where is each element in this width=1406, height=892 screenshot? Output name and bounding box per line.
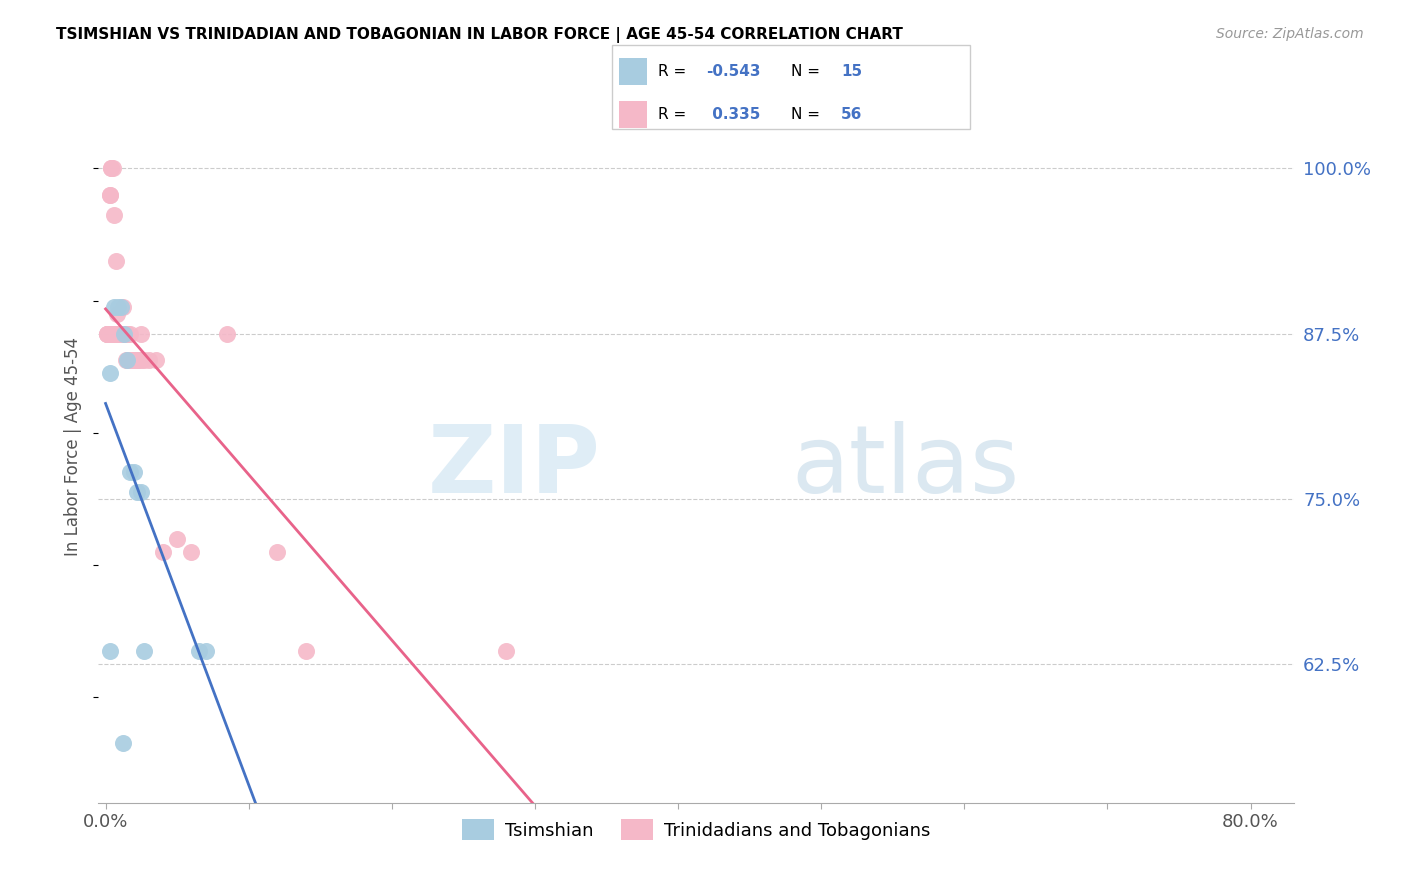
Point: [145, 353, 167, 368]
Bar: [619, 101, 648, 128]
Text: -0.543: -0.543: [707, 64, 761, 79]
Point: [166, 532, 188, 546]
Point: [97, 326, 120, 341]
Point: [98, 367, 121, 381]
Point: [180, 545, 202, 559]
Point: [97, 326, 120, 341]
Point: [101, 161, 124, 176]
Point: [124, 353, 146, 368]
Y-axis label: In Labor Force | Age 45-54: In Labor Force | Age 45-54: [65, 336, 83, 556]
Point: [120, 353, 142, 368]
Point: [101, 326, 124, 341]
Point: [131, 485, 153, 500]
Point: [110, 326, 132, 341]
Point: [115, 326, 138, 341]
Point: [152, 545, 174, 559]
Point: [131, 326, 153, 341]
Point: [105, 326, 128, 341]
Point: [104, 326, 127, 341]
Point: [122, 353, 145, 368]
Bar: [619, 58, 648, 86]
Point: [101, 326, 124, 341]
Point: [266, 545, 288, 559]
Point: [495, 644, 517, 658]
Point: [98, 644, 121, 658]
Point: [114, 353, 136, 368]
Point: [134, 644, 156, 658]
Point: [107, 326, 129, 341]
Point: [115, 353, 138, 368]
Point: [295, 644, 318, 658]
Text: TSIMSHIAN VS TRINIDADIAN AND TOBAGONIAN IN LABOR FORCE | AGE 45-54 CORRELATION C: TSIMSHIAN VS TRINIDADIAN AND TOBAGONIAN …: [56, 27, 903, 43]
Point: [96, 326, 118, 341]
Point: [122, 466, 145, 480]
Point: [105, 307, 128, 321]
Text: 15: 15: [841, 64, 862, 79]
Legend: Tsimshian, Trinidadians and Tobagonians: Tsimshian, Trinidadians and Tobagonians: [454, 812, 938, 847]
Point: [118, 326, 141, 341]
Point: [100, 326, 122, 341]
Point: [125, 353, 148, 368]
Point: [100, 161, 122, 176]
Point: [103, 326, 125, 341]
Point: [112, 326, 135, 341]
Point: [187, 644, 209, 658]
Point: [104, 326, 127, 341]
Point: [111, 736, 134, 750]
Point: [121, 353, 143, 368]
Point: [98, 326, 121, 341]
Text: N =: N =: [790, 106, 825, 121]
Text: N =: N =: [790, 64, 825, 79]
Point: [108, 326, 131, 341]
Point: [108, 326, 131, 341]
Point: [104, 254, 127, 268]
Text: R =: R =: [658, 106, 692, 121]
Point: [131, 353, 153, 368]
Text: atlas: atlas: [792, 421, 1019, 514]
Point: [110, 326, 132, 341]
Point: [103, 326, 125, 341]
Point: [138, 353, 160, 368]
Point: [194, 644, 217, 658]
Point: [217, 326, 239, 341]
Point: [100, 161, 122, 176]
Text: Source: ZipAtlas.com: Source: ZipAtlas.com: [1216, 27, 1364, 41]
Point: [110, 300, 132, 314]
Point: [98, 188, 121, 202]
Point: [103, 208, 125, 222]
Point: [103, 300, 125, 314]
Point: [107, 326, 129, 341]
Text: 56: 56: [841, 106, 862, 121]
Point: [107, 300, 129, 314]
Point: [134, 353, 156, 368]
Point: [107, 326, 129, 341]
Point: [96, 326, 118, 341]
Point: [96, 326, 118, 341]
Point: [98, 188, 121, 202]
Text: R =: R =: [658, 64, 692, 79]
Point: [112, 326, 135, 341]
Point: [111, 300, 134, 314]
Point: [125, 485, 148, 500]
Point: [105, 326, 128, 341]
Point: [97, 326, 120, 341]
Text: 0.335: 0.335: [707, 106, 761, 121]
Point: [115, 326, 138, 341]
Text: ZIP: ZIP: [427, 421, 600, 514]
Point: [117, 353, 139, 368]
Point: [128, 353, 150, 368]
Point: [118, 466, 141, 480]
